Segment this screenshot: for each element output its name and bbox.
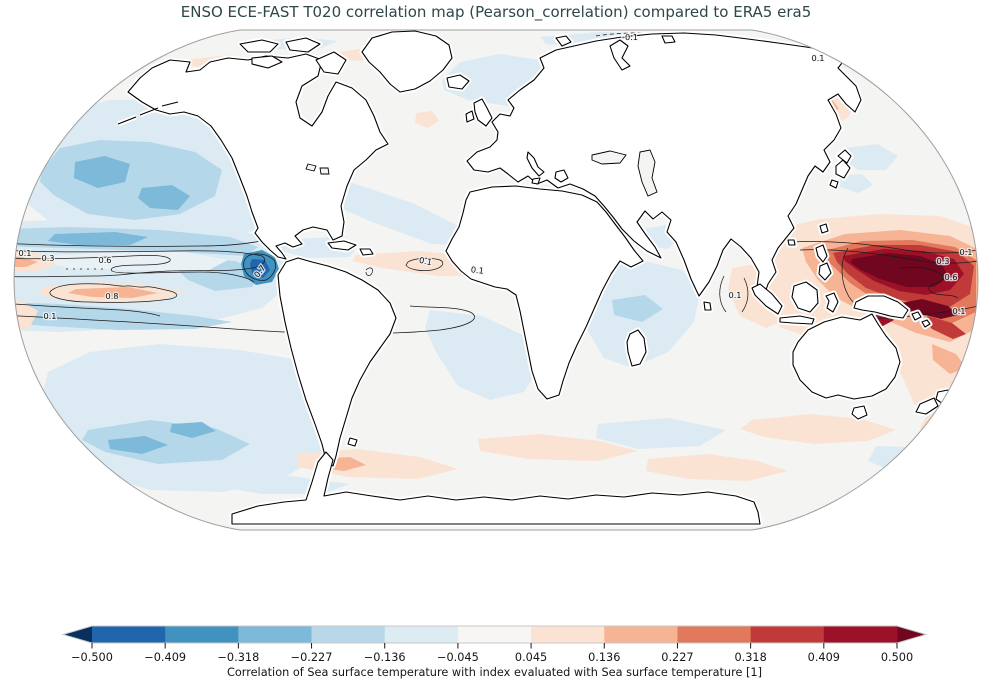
contour-label: 0.1 bbox=[418, 255, 433, 267]
colorbar-tick-label: −0.045 bbox=[437, 651, 479, 664]
colorbar-tick-label: −0.227 bbox=[291, 651, 333, 664]
colorbar-tick-labels: −0.500 −0.409 −0.318 −0.227 −0.136 −0.045 0.04… bbox=[71, 651, 913, 664]
contour-label: 0.3 bbox=[936, 256, 949, 266]
colorbar-tick-label: 0.136 bbox=[588, 651, 620, 664]
colorbar-bin bbox=[604, 626, 678, 643]
inland-seas bbox=[305, 149, 658, 197]
contour-label: 0.1 bbox=[43, 311, 56, 321]
world-map: 0.1 0.3 0.60.70.80.10.10.10.1-0.10.10.10.3… bbox=[13, 29, 979, 531]
contour-label: 0.1 bbox=[959, 247, 972, 257]
colorbar-bin bbox=[238, 626, 313, 643]
colorbar-bin bbox=[92, 626, 166, 643]
contour-lines bbox=[14, 32, 978, 334]
colorbar-bin bbox=[311, 626, 386, 643]
contour-label: 0.1 bbox=[952, 306, 965, 316]
colorbar-bin bbox=[750, 626, 825, 643]
colorbar-bin bbox=[677, 626, 752, 643]
colorbar-segments bbox=[92, 626, 898, 643]
colorbar-tick-label: 0.500 bbox=[881, 651, 913, 664]
contour-label: 0.1 bbox=[728, 290, 741, 300]
colorbar-bin bbox=[457, 626, 532, 643]
colorbar-tick-label: −0.318 bbox=[217, 651, 259, 664]
contour-label: 0.8 bbox=[105, 291, 118, 301]
colorbar-tick-label: 0.227 bbox=[661, 651, 693, 664]
map-outline bbox=[13, 29, 979, 531]
contour-label: 0.6 bbox=[98, 255, 111, 265]
colorbar-tick-label: 0.045 bbox=[515, 651, 547, 664]
contour-label: 0.1 bbox=[470, 264, 484, 276]
colorbar-under-arrow bbox=[63, 626, 92, 643]
contour-label: -0.1 bbox=[622, 32, 638, 42]
colorbar-axis-label: Correlation of Sea surface temperature w… bbox=[227, 666, 762, 679]
colorbar-tick-label: −0.500 bbox=[71, 651, 113, 664]
colorbar-tick-label: −0.409 bbox=[144, 651, 186, 664]
contour-label: 0.1 bbox=[18, 248, 31, 258]
colorbar-bin bbox=[384, 626, 459, 643]
contour-label: 0.3 bbox=[41, 253, 54, 263]
page-title: ENSO ECE-FAST T020 correlation map (Pear… bbox=[180, 3, 812, 21]
colorbar: −0.500 −0.409 −0.318 −0.227 −0.136 −0.045 0.04… bbox=[61, 625, 928, 679]
colorbar-tick-label: 0.409 bbox=[808, 651, 840, 664]
colorbar-bin bbox=[165, 626, 239, 643]
colorbar-ticks bbox=[91, 643, 898, 649]
colorbar-over-arrow bbox=[897, 626, 926, 643]
colorbar-bin bbox=[531, 626, 605, 643]
colorbar-bin bbox=[823, 626, 898, 643]
contour-label: 0.6 bbox=[944, 272, 957, 282]
colorbar-tick-label: 0.318 bbox=[734, 651, 766, 664]
contour-label: 0.1 bbox=[811, 53, 824, 63]
colorbar-tick-label: −0.136 bbox=[364, 651, 406, 664]
